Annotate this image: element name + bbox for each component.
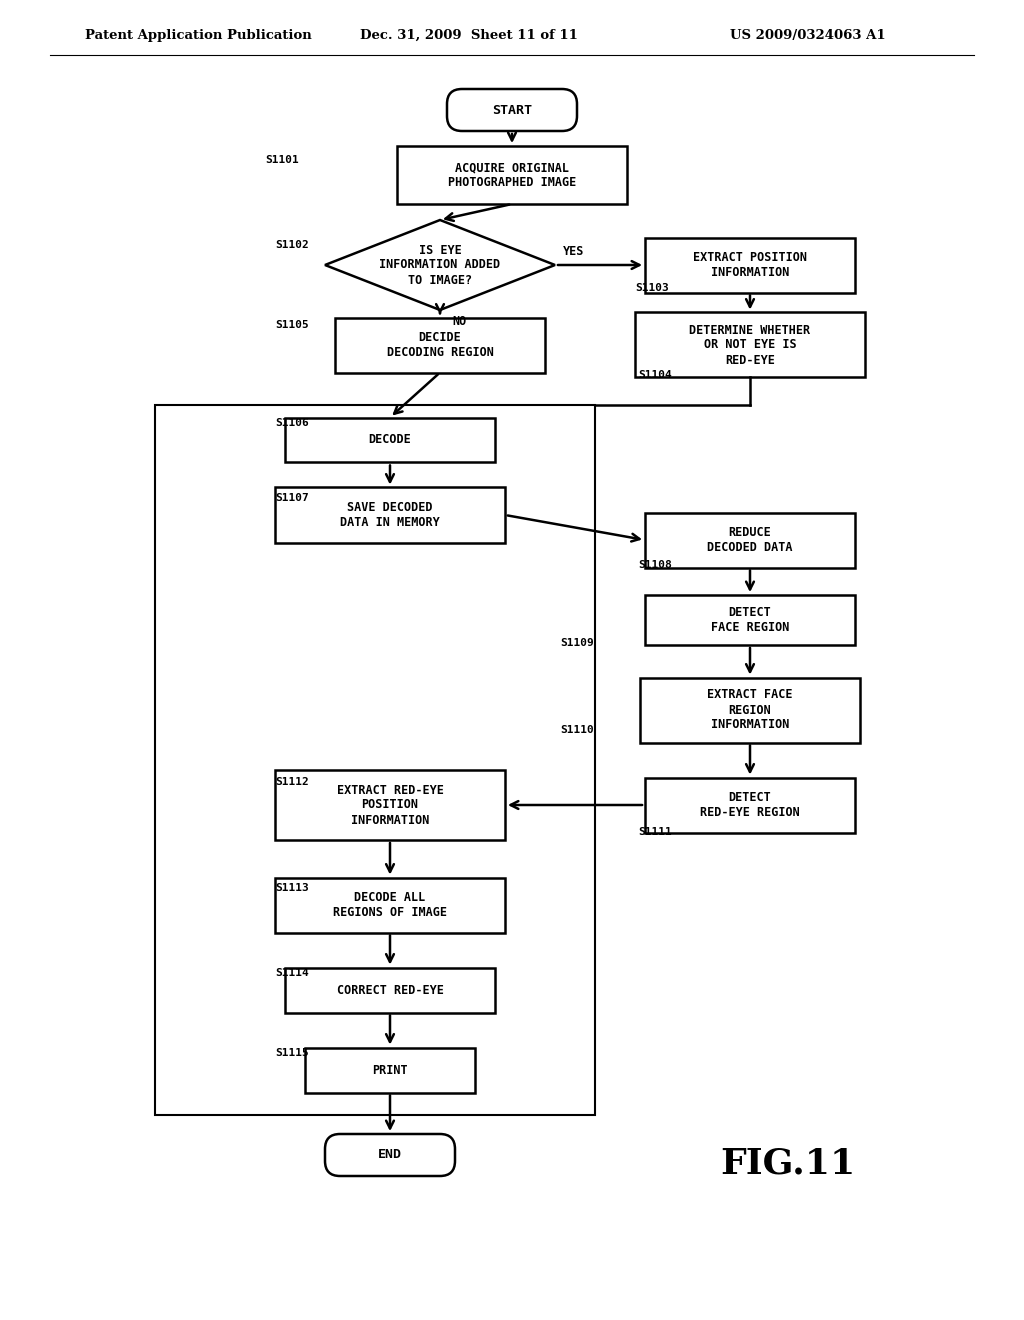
Text: DETECT
FACE REGION: DETECT FACE REGION [711, 606, 790, 634]
Text: DECODE ALL
REGIONS OF IMAGE: DECODE ALL REGIONS OF IMAGE [333, 891, 447, 919]
Text: S1112: S1112 [275, 777, 309, 787]
Text: DETECT
RED-EYE REGION: DETECT RED-EYE REGION [700, 791, 800, 818]
Text: S1101: S1101 [265, 154, 299, 165]
Text: S1106: S1106 [275, 418, 309, 428]
Text: IS EYE
INFORMATION ADDED
TO IMAGE?: IS EYE INFORMATION ADDED TO IMAGE? [380, 243, 501, 286]
Text: EXTRACT FACE
REGION
INFORMATION: EXTRACT FACE REGION INFORMATION [708, 689, 793, 731]
Text: EXTRACT POSITION
INFORMATION: EXTRACT POSITION INFORMATION [693, 251, 807, 279]
FancyBboxPatch shape [325, 1134, 455, 1176]
Text: FIG.11: FIG.11 [720, 1146, 855, 1180]
Text: S1107: S1107 [275, 492, 309, 503]
Text: S1111: S1111 [638, 828, 672, 837]
Text: Dec. 31, 2009  Sheet 11 of 11: Dec. 31, 2009 Sheet 11 of 11 [360, 29, 578, 41]
Text: S1110: S1110 [560, 725, 594, 735]
Text: S1102: S1102 [275, 240, 309, 249]
Text: DECODE: DECODE [369, 433, 412, 446]
Text: PRINT: PRINT [372, 1064, 408, 1077]
FancyBboxPatch shape [305, 1048, 475, 1093]
FancyBboxPatch shape [635, 313, 865, 378]
Text: S1104: S1104 [638, 370, 672, 380]
Polygon shape [325, 220, 555, 310]
FancyBboxPatch shape [640, 677, 860, 742]
Text: S1103: S1103 [635, 282, 669, 293]
Text: S1114: S1114 [275, 968, 309, 978]
Text: SAVE DECODED
DATA IN MEMORY: SAVE DECODED DATA IN MEMORY [340, 502, 440, 529]
Text: NO: NO [452, 315, 466, 327]
Text: YES: YES [563, 246, 585, 257]
Text: DETERMINE WHETHER
OR NOT EYE IS
RED-EYE: DETERMINE WHETHER OR NOT EYE IS RED-EYE [689, 323, 811, 367]
Text: END: END [378, 1148, 402, 1162]
FancyBboxPatch shape [285, 968, 495, 1012]
FancyBboxPatch shape [645, 777, 855, 833]
Text: CORRECT RED-EYE: CORRECT RED-EYE [337, 983, 443, 997]
Text: DECIDE
DECODING REGION: DECIDE DECODING REGION [387, 331, 494, 359]
Text: Patent Application Publication: Patent Application Publication [85, 29, 311, 41]
FancyBboxPatch shape [275, 878, 505, 932]
Text: S1115: S1115 [275, 1048, 309, 1059]
FancyBboxPatch shape [275, 487, 505, 543]
FancyBboxPatch shape [275, 770, 505, 840]
Text: S1113: S1113 [275, 883, 309, 894]
Text: S1105: S1105 [275, 319, 309, 330]
Text: S1108: S1108 [638, 560, 672, 570]
FancyBboxPatch shape [645, 595, 855, 645]
Text: REDUCE
DECODED DATA: REDUCE DECODED DATA [708, 525, 793, 554]
FancyBboxPatch shape [645, 238, 855, 293]
Text: EXTRACT RED-EYE
POSITION
INFORMATION: EXTRACT RED-EYE POSITION INFORMATION [337, 784, 443, 826]
FancyBboxPatch shape [447, 88, 577, 131]
Text: S1109: S1109 [560, 638, 594, 648]
FancyBboxPatch shape [335, 318, 545, 372]
Text: START: START [492, 103, 532, 116]
FancyBboxPatch shape [645, 512, 855, 568]
Text: US 2009/0324063 A1: US 2009/0324063 A1 [730, 29, 886, 41]
FancyBboxPatch shape [285, 417, 495, 462]
FancyBboxPatch shape [397, 147, 627, 205]
Text: ACQUIRE ORIGINAL
PHOTOGRAPHED IMAGE: ACQUIRE ORIGINAL PHOTOGRAPHED IMAGE [447, 161, 577, 189]
